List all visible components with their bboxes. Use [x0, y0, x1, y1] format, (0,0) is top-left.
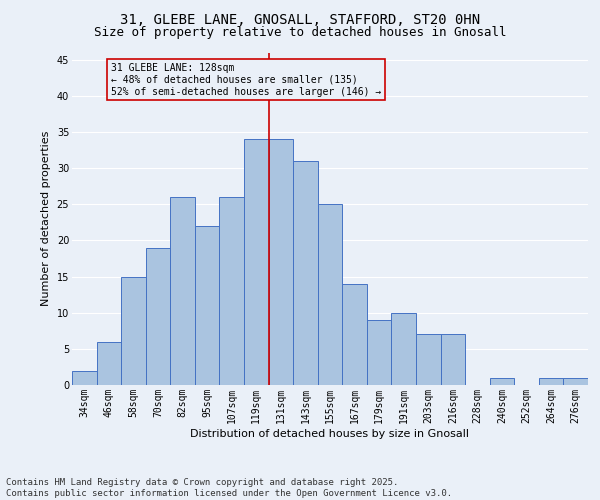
- Bar: [220, 197, 244, 385]
- Bar: [563, 378, 588, 385]
- Bar: [72, 370, 97, 385]
- Bar: [170, 197, 195, 385]
- Bar: [342, 284, 367, 385]
- Text: Size of property relative to detached houses in Gnosall: Size of property relative to detached ho…: [94, 26, 506, 39]
- Bar: [391, 312, 416, 385]
- Bar: [318, 204, 342, 385]
- Text: 31 GLEBE LANE: 128sqm
← 48% of detached houses are smaller (135)
52% of semi-det: 31 GLEBE LANE: 128sqm ← 48% of detached …: [112, 64, 382, 96]
- Bar: [539, 378, 563, 385]
- Bar: [269, 139, 293, 385]
- Bar: [440, 334, 465, 385]
- Y-axis label: Number of detached properties: Number of detached properties: [41, 131, 51, 306]
- Bar: [121, 276, 146, 385]
- Bar: [244, 139, 269, 385]
- Bar: [490, 378, 514, 385]
- Text: Contains HM Land Registry data © Crown copyright and database right 2025.
Contai: Contains HM Land Registry data © Crown c…: [6, 478, 452, 498]
- Bar: [416, 334, 440, 385]
- Bar: [195, 226, 220, 385]
- Bar: [146, 248, 170, 385]
- Bar: [367, 320, 391, 385]
- Bar: [293, 161, 318, 385]
- X-axis label: Distribution of detached houses by size in Gnosall: Distribution of detached houses by size …: [191, 428, 470, 438]
- Text: 31, GLEBE LANE, GNOSALL, STAFFORD, ST20 0HN: 31, GLEBE LANE, GNOSALL, STAFFORD, ST20 …: [120, 12, 480, 26]
- Bar: [97, 342, 121, 385]
